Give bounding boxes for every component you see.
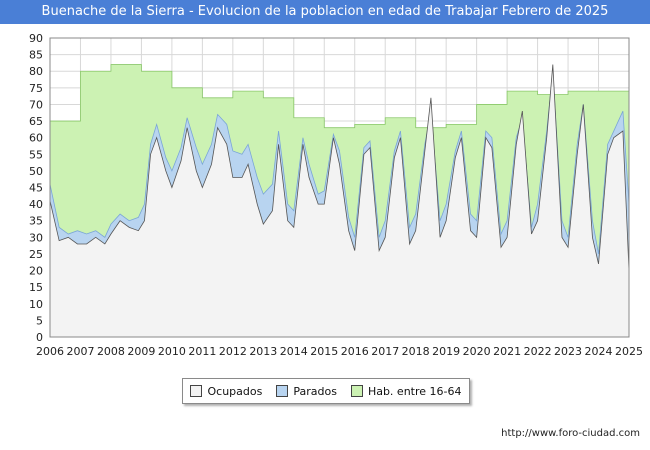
x-tick-label-2021: 2021: [493, 345, 521, 358]
source-url[interactable]: http://www.foro-ciudad.com: [501, 428, 640, 439]
y-tick-label-0: 0: [36, 331, 43, 344]
x-tick-label-2010: 2010: [158, 345, 186, 358]
y-tick-label-25: 25: [29, 248, 43, 261]
x-tick-label-2025: 2025: [615, 345, 643, 358]
x-tick-label-2020: 2020: [463, 345, 491, 358]
x-tick-label-2008: 2008: [97, 345, 125, 358]
legend-label-ocupados: Ocupados: [207, 384, 263, 398]
y-tick-label-75: 75: [29, 82, 43, 95]
x-tick-label-2019: 2019: [432, 345, 460, 358]
x-tick-label-2011: 2011: [188, 345, 216, 358]
x-tick-label-2014: 2014: [280, 345, 308, 358]
x-tick-label-2012: 2012: [219, 345, 247, 358]
y-tick-label-65: 65: [29, 115, 43, 128]
legend-label-hab: Hab. entre 16-64: [367, 384, 462, 398]
y-tick-label-55: 55: [29, 148, 43, 161]
legend-swatch-parados: [276, 385, 289, 397]
y-tick-label-30: 30: [29, 231, 43, 244]
x-tick-label-2013: 2013: [249, 345, 277, 358]
series-area-ocupados: [50, 64, 629, 338]
series-line-ocupados: [49, 64, 630, 271]
y-tick-label-35: 35: [29, 215, 43, 228]
x-tick-label-2009: 2009: [127, 345, 155, 358]
series-line-parados: [49, 71, 630, 255]
chart-legend: Ocupados Parados Hab. entre 16-64: [182, 378, 470, 404]
y-tick-label-40: 40: [29, 198, 43, 211]
x-tick-label-2007: 2007: [66, 345, 94, 358]
y-tick-label-5: 5: [36, 314, 43, 327]
y-tick-label-20: 20: [29, 265, 43, 278]
x-tick-label-2017: 2017: [371, 345, 399, 358]
plot-border: [49, 37, 630, 338]
chart-title: Buenache de la Sierra - Evolucion de la …: [0, 0, 650, 24]
legend-label-parados: Parados: [293, 384, 337, 398]
x-tick-label-2015: 2015: [310, 345, 338, 358]
legend-item-hab: Hab. entre 16-64: [350, 384, 462, 398]
legend-swatch-hab: [350, 385, 363, 397]
y-tick-label-50: 50: [29, 165, 43, 178]
legend-swatch-ocupados: [190, 385, 203, 397]
y-tick-label-60: 60: [29, 132, 43, 145]
y-tick-label-85: 85: [29, 49, 43, 62]
x-tick-label-2006: 2006: [36, 345, 64, 358]
y-tick-label-45: 45: [29, 182, 43, 195]
legend-item-parados: Parados: [276, 385, 337, 398]
x-tick-label-2022: 2022: [524, 345, 552, 358]
x-tick-label-2016: 2016: [341, 345, 369, 358]
legend-item-ocupados: Ocupados: [190, 385, 262, 398]
y-tick-label-10: 10: [29, 298, 43, 311]
y-tick-label-80: 80: [29, 65, 43, 78]
x-tick-label-2018: 2018: [402, 345, 430, 358]
y-tick-label-90: 90: [29, 32, 43, 45]
y-tick-label-70: 70: [29, 98, 43, 111]
x-tick-label-2023: 2023: [554, 345, 582, 358]
x-tick-label-2024: 2024: [585, 345, 613, 358]
y-tick-label-15: 15: [29, 281, 43, 294]
